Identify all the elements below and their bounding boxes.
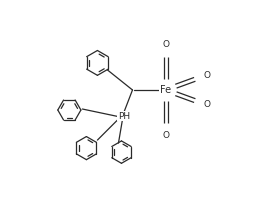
Text: O: O [162, 40, 169, 49]
Text: O: O [162, 131, 169, 140]
Text: O: O [204, 71, 211, 80]
Text: Fe: Fe [160, 85, 171, 95]
Text: PH: PH [118, 111, 130, 121]
Text: O: O [204, 100, 211, 109]
